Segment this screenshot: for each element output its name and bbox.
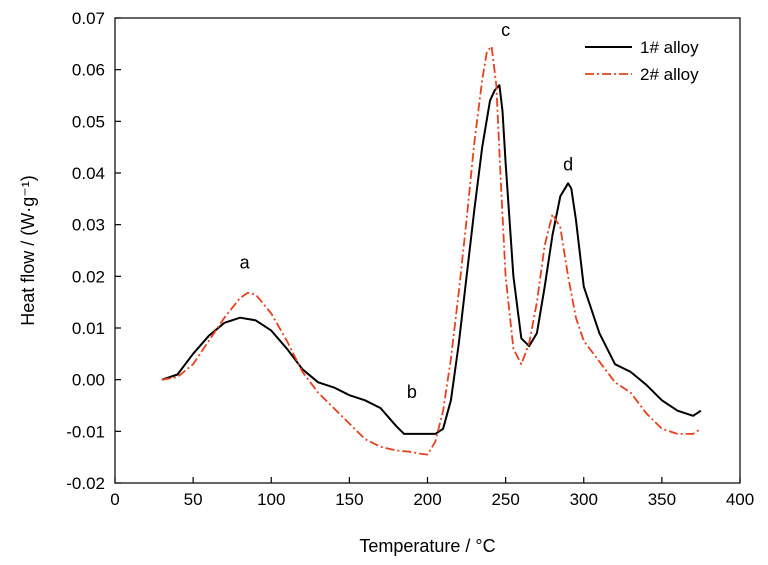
x-axis-label-text: Temperature / xyxy=(359,536,475,556)
y-axis-label-text: Heat flow / xyxy=(18,236,38,326)
x-axis-label: Temperature / °C xyxy=(359,536,495,556)
legend-label-1-alloy: 1# alloy xyxy=(640,38,699,57)
peak-annotations: a b c d xyxy=(240,20,573,402)
y-axis-label-unit: (W·g⁻¹) xyxy=(18,175,38,235)
y-tick-label: 0.03 xyxy=(72,216,105,235)
x-tick-label: 300 xyxy=(570,490,598,509)
annotation-a: a xyxy=(240,253,251,273)
x-tick-label: 250 xyxy=(491,490,519,509)
y-tick-label: 0.06 xyxy=(72,61,105,80)
x-tick-label: 200 xyxy=(413,490,441,509)
y-tick-label: -0.02 xyxy=(66,474,105,493)
plot-marks xyxy=(161,45,702,456)
y-tick-label: 0.00 xyxy=(72,371,105,390)
y-tick-label: 0.05 xyxy=(72,112,105,131)
x-tick-label: 0 xyxy=(110,490,119,509)
x-tick-label: 350 xyxy=(648,490,676,509)
y-axis-label: Heat flow / (W·g⁻¹) xyxy=(18,175,38,326)
annotation-d: d xyxy=(563,154,573,174)
series-line-2-alloy xyxy=(161,45,702,456)
y-tick-label: 0.04 xyxy=(72,164,105,183)
annotation-c: c xyxy=(501,20,510,40)
x-tick-label: 50 xyxy=(184,490,203,509)
x-axis-label-unit: °C xyxy=(475,536,495,556)
x-axis-ticks: 0 50 100 150 200 250 300 350 400 xyxy=(110,477,754,509)
y-tick-label: 0.02 xyxy=(72,267,105,286)
x-tick-label: 400 xyxy=(726,490,754,509)
legend-label-2-alloy: 2# alloy xyxy=(640,65,699,84)
y-tick-label: 0.07 xyxy=(72,9,105,28)
legend: 1# alloy 2# alloy xyxy=(585,38,699,84)
y-axis-ticks: -0.02 -0.01 0.00 0.01 0.02 0.03 0.04 0.05 0.06 0.… xyxy=(66,9,121,493)
y-tick-label: 0.01 xyxy=(72,319,105,338)
y-tick-label: -0.01 xyxy=(66,422,105,441)
x-tick-label: 100 xyxy=(257,490,285,509)
series-line-1-alloy xyxy=(161,84,702,435)
annotation-b: b xyxy=(407,382,417,402)
x-tick-label: 150 xyxy=(335,490,363,509)
